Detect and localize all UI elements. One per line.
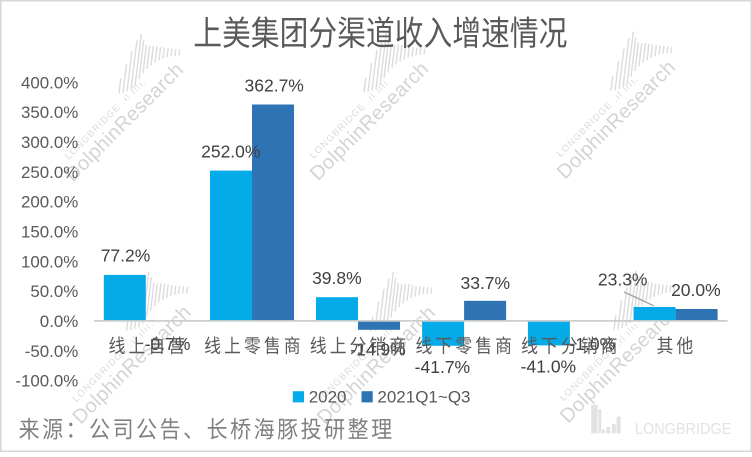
svg-text:-41.7%: -41.7%	[415, 357, 470, 377]
svg-text:150.0%: 150.0%	[21, 222, 78, 241]
svg-text:250.0%: 250.0%	[21, 163, 78, 182]
svg-text:300.0%: 300.0%	[21, 133, 78, 152]
svg-text:0.0%: 0.0%	[40, 312, 79, 331]
svg-text:33.7%: 33.7%	[460, 273, 510, 293]
svg-text:39.8%: 39.8%	[312, 268, 362, 288]
svg-text:100.0%: 100.0%	[21, 252, 78, 271]
svg-text:-41.0%: -41.0%	[521, 357, 576, 377]
svg-text:362.7%: 362.7%	[245, 75, 304, 95]
svg-text:350.0%: 350.0%	[21, 103, 78, 122]
svg-text:200.0%: 200.0%	[21, 193, 78, 212]
svg-text:400.0%: 400.0%	[21, 73, 78, 92]
svg-text:-50.0%: -50.0%	[25, 342, 79, 361]
svg-text:23.3%: 23.3%	[598, 270, 648, 290]
svg-text:LONGBRIDGE: LONGBRIDGE	[635, 420, 731, 438]
svg-text:20.0%: 20.0%	[671, 280, 721, 300]
svg-text:2021Q1~Q3: 2021Q1~Q3	[377, 388, 470, 407]
svg-text:77.2%: 77.2%	[101, 246, 151, 266]
svg-text:-100.0%: -100.0%	[15, 372, 78, 391]
svg-text:50.0%: 50.0%	[30, 282, 78, 301]
svg-text:252.0%: 252.0%	[201, 141, 260, 161]
svg-text:2020: 2020	[309, 388, 347, 407]
